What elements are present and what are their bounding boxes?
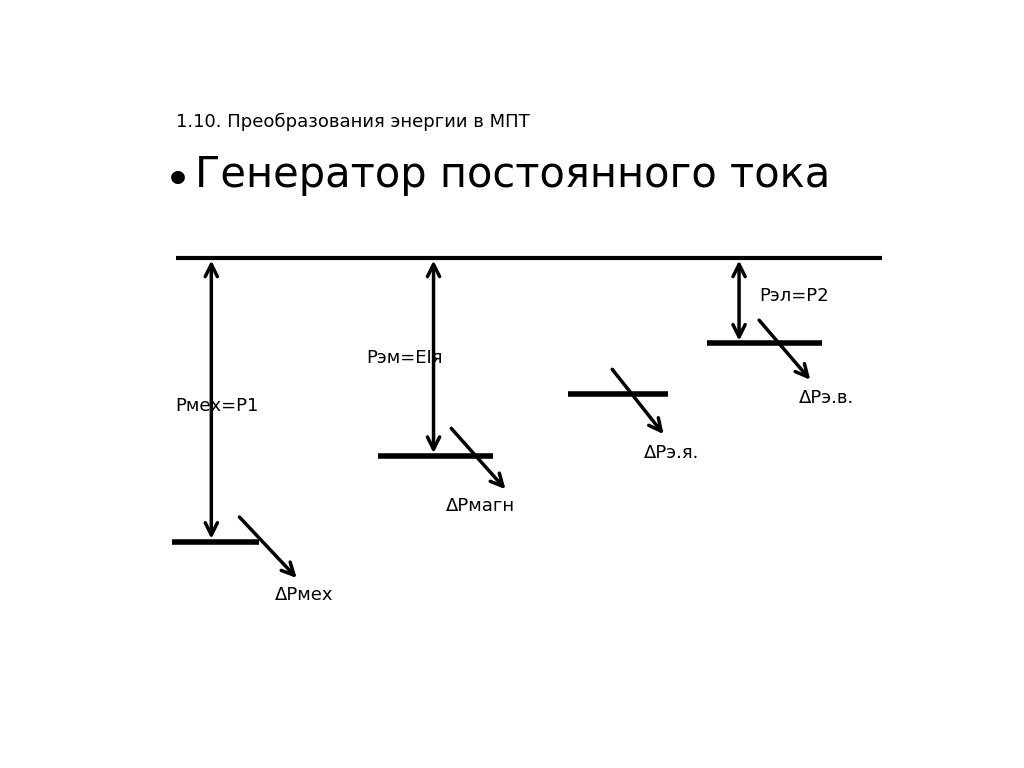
Text: Рэм=EIя: Рэм=EIя: [367, 349, 442, 367]
Text: Рмех=Р1: Рмех=Р1: [176, 396, 259, 415]
Text: Рэл=Р2: Рэл=Р2: [759, 287, 828, 305]
Text: Генератор постоянного тока: Генератор постоянного тока: [196, 154, 830, 197]
Text: ΔРмех: ΔРмех: [274, 586, 334, 604]
Text: •: •: [164, 161, 191, 205]
Text: ΔРэ.в.: ΔРэ.в.: [799, 389, 854, 407]
Text: 1.10. Преобразования энергии в МПТ: 1.10. Преобразования энергии в МПТ: [176, 113, 529, 131]
Text: ΔРмагн: ΔРмагн: [445, 497, 515, 515]
Text: ΔРэ.я.: ΔРэ.я.: [644, 444, 699, 462]
